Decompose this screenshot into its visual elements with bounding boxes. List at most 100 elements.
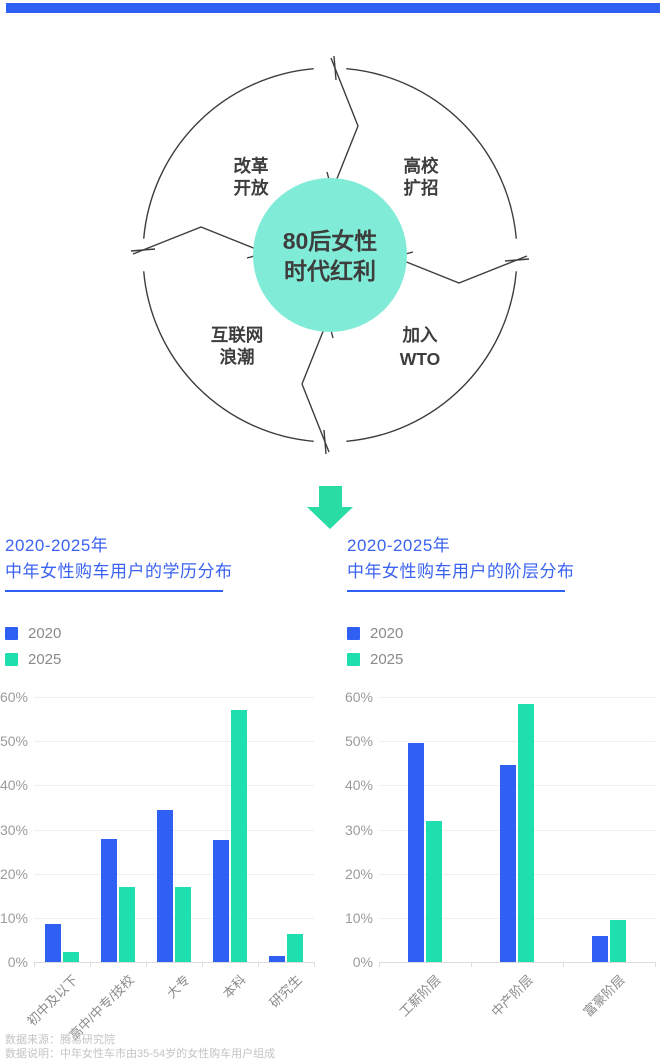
bar-2025	[231, 710, 247, 962]
charts-section: 2020-2025年 中年女性购车用户的学历分布 2020 2025 0% 10%…	[0, 533, 660, 1064]
cycle-arrow-right-icon	[393, 251, 530, 284]
center-circle	[253, 178, 407, 332]
bar-2025	[426, 820, 442, 962]
legend-label: 2025	[370, 650, 404, 668]
plot-area: 0% 10% 20% 30% 40% 50% 60% 初中及以下 高中/中专/技校 大专 本科 研究生	[0, 689, 315, 1043]
x-axis-tick	[655, 962, 656, 967]
bar-2020	[500, 765, 516, 962]
y-axis-tick-label: 30%	[344, 821, 373, 838]
gridline	[379, 917, 655, 919]
gridline	[379, 829, 655, 831]
x-axis-category-label: 富豪阶层	[580, 972, 628, 1020]
gridline	[379, 962, 655, 963]
legend-item-2025: 2025	[347, 646, 655, 672]
x-axis-tick	[379, 962, 380, 967]
legend-item-2020: 2020	[5, 620, 315, 646]
x-axis-tick	[146, 962, 147, 967]
y-axis-tick-label: 20%	[0, 865, 28, 882]
x-axis-tick	[90, 962, 91, 967]
bar-2020	[101, 839, 117, 962]
gridline	[34, 741, 314, 743]
cycle-circle-arc	[346, 68, 517, 239]
gridline	[34, 697, 314, 698]
legend-swatch-2025-icon	[347, 652, 360, 666]
bar-2025	[175, 886, 191, 962]
cycle-circle-arc	[143, 68, 314, 239]
bar-2025	[518, 703, 534, 962]
bar-2020	[269, 956, 285, 962]
top-accent-bar	[6, 3, 660, 13]
x-axis-category-label: 大专	[163, 972, 193, 1002]
data-description-note: 数据说明：中年女性车市由35-54岁的女性购车用户组成	[5, 1048, 276, 1060]
factor-reform-line1: 改革	[234, 156, 269, 176]
x-axis-tick	[258, 962, 259, 967]
bar-2025	[63, 952, 79, 962]
x-axis-category-label: 工薪阶层	[396, 972, 444, 1020]
bar-2025	[610, 919, 626, 962]
title-underline	[5, 590, 223, 592]
factor-reform-line2: 开放	[234, 178, 269, 198]
y-axis-tick-label: 60%	[0, 689, 28, 705]
gridline	[34, 785, 314, 787]
chart-title-line2: 中年女性购车用户的学历分布	[5, 562, 233, 581]
gridline	[34, 873, 314, 875]
gridline	[34, 962, 314, 963]
chart-title-line1: 2020-2025年	[5, 536, 109, 555]
bar-2020	[45, 924, 61, 962]
chart-title: 2020-2025年 中年女性购车用户的学历分布	[5, 533, 315, 585]
y-axis-tick-label: 50%	[344, 733, 373, 750]
cycle-circle-arc	[346, 271, 517, 442]
down-arrow-shape	[307, 486, 353, 529]
center-label-line2: 时代红利	[284, 258, 376, 284]
y-axis-tick-label: 0%	[7, 954, 28, 970]
cycle-circle-arc	[143, 271, 314, 442]
gridline	[34, 829, 314, 831]
y-axis-tick-label: 10%	[344, 909, 373, 926]
factor-internet-line1: 互联网	[211, 325, 264, 345]
class-distribution-chart: 2020-2025年 中年女性购车用户的阶层分布 2020 2025 0% 10%…	[345, 533, 656, 1064]
y-axis-tick-label: 20%	[344, 865, 373, 882]
education-distribution-chart: 2020-2025年 中年女性购车用户的学历分布 2020 2025 0% 10%…	[0, 533, 315, 1064]
gridline	[379, 785, 655, 787]
legend-swatch-2020-icon	[5, 626, 18, 640]
factor-college-line1: 高校	[404, 156, 439, 176]
legend-swatch-2025-icon	[5, 652, 18, 666]
legend-label: 2025	[28, 650, 62, 668]
center-label-line1: 80后女性	[283, 228, 378, 254]
bar-2025	[119, 886, 135, 962]
x-axis-tick	[202, 962, 203, 967]
y-axis-tick-label: 40%	[344, 777, 373, 794]
legend-item-2025: 2025	[5, 646, 315, 672]
x-axis-tick	[471, 962, 472, 967]
gridline	[379, 741, 655, 743]
y-axis-tick-label: 60%	[344, 689, 373, 705]
era-cycle-diagram: 80后女性 时代红利 改革 开放 高校 扩招 互联网 浪潮 加入 WTO	[130, 55, 530, 455]
y-axis-tick-label: 10%	[0, 909, 28, 926]
cycle-arrow-top-icon	[326, 55, 359, 192]
x-axis-category-label: 中产阶层	[488, 972, 536, 1020]
legend-label: 2020	[370, 624, 404, 642]
x-axis-tick	[34, 962, 35, 967]
factor-wto-line1: 加入	[402, 325, 438, 345]
y-axis-tick-label: 50%	[0, 733, 28, 750]
gridline	[379, 873, 655, 875]
x-axis-tick	[563, 962, 564, 967]
footer-notes: 数据来源：腾易研究院 数据说明：中年女性车市由35-54岁的女性购车用户组成	[5, 1033, 275, 1061]
factor-wto-line2: WTO	[400, 349, 441, 369]
y-axis-tick-label: 30%	[0, 821, 28, 838]
legend: 2020 2025	[347, 620, 655, 672]
factor-college-line2: 扩招	[404, 178, 439, 198]
cycle-arrow-left-icon	[130, 226, 267, 259]
y-axis-tick-label: 0%	[352, 954, 373, 970]
bar-2020	[408, 743, 424, 962]
plot-area: 0% 10% 20% 30% 40% 50% 60% 工薪阶层 中产阶层 富豪阶层	[345, 689, 656, 1020]
x-axis-category-label: 研究生	[266, 972, 305, 1011]
gridline	[379, 697, 655, 698]
data-source-note: 数据来源：腾易研究院	[5, 1034, 115, 1046]
legend-label: 2020	[28, 624, 62, 642]
x-axis-category-label: 本科	[219, 972, 249, 1002]
chart-title-line1: 2020-2025年	[347, 536, 451, 555]
x-axis-tick	[314, 962, 315, 967]
y-axis-tick-label: 40%	[0, 777, 28, 794]
gridline	[34, 917, 314, 919]
